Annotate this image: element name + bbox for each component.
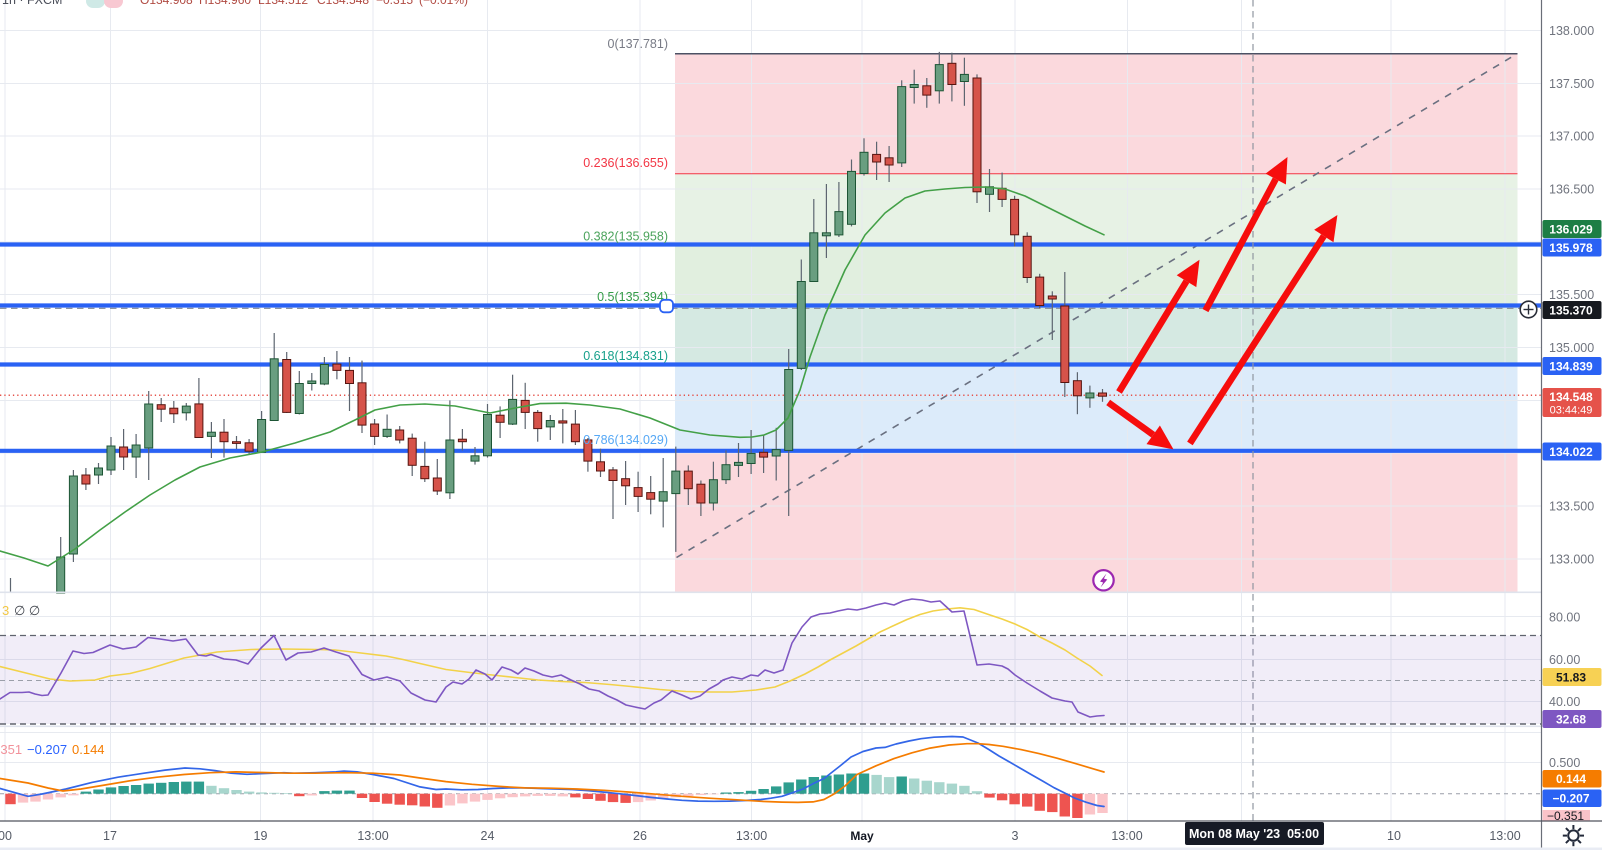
svg-text:136.029: 136.029 xyxy=(1549,223,1593,237)
svg-text:(−0.01%): (−0.01%) xyxy=(419,0,468,7)
svg-text:May: May xyxy=(850,829,874,843)
svg-text:26: 26 xyxy=(633,829,647,843)
svg-text:13:00: 13:00 xyxy=(357,829,388,843)
svg-text:0.5(135.394): 0.5(135.394) xyxy=(597,290,668,304)
svg-text:O134.908: O134.908 xyxy=(140,0,193,7)
svg-text:C134.548: C134.548 xyxy=(317,0,369,7)
svg-text:13:00: 13:00 xyxy=(1111,829,1142,843)
svg-text:H134.960: H134.960 xyxy=(199,0,251,7)
svg-text:03:44:49: 03:44:49 xyxy=(1550,405,1593,417)
svg-text:60.00: 60.00 xyxy=(1549,653,1580,667)
svg-text:−0.207: −0.207 xyxy=(27,742,67,757)
svg-text:17: 17 xyxy=(103,829,117,843)
svg-text:−0.315: −0.315 xyxy=(376,0,413,7)
svg-text:137.500: 137.500 xyxy=(1549,77,1594,91)
svg-text:137.000: 137.000 xyxy=(1549,130,1594,144)
svg-text:0.618(134.831): 0.618(134.831) xyxy=(583,349,668,363)
svg-text:136.500: 136.500 xyxy=(1549,183,1594,197)
svg-text:3: 3 xyxy=(1012,829,1019,843)
svg-text:80.00: 80.00 xyxy=(1549,611,1580,625)
svg-text:133.000: 133.000 xyxy=(1549,552,1594,566)
svg-text:135.000: 135.000 xyxy=(1549,341,1594,355)
svg-text:3: 3 xyxy=(2,603,9,618)
svg-text:0.144: 0.144 xyxy=(72,742,105,757)
svg-text:0.236(136.655): 0.236(136.655) xyxy=(583,156,668,170)
svg-text:Mon 08 May '23 05:00: Mon 08 May '23 05:00 xyxy=(1189,827,1319,841)
svg-text:0.382(135.958): 0.382(135.958) xyxy=(583,230,668,244)
svg-text:0.500: 0.500 xyxy=(1549,756,1580,770)
svg-text:135.500: 135.500 xyxy=(1549,288,1594,302)
svg-text:13:00: 13:00 xyxy=(1489,829,1520,843)
svg-text:134.839: 134.839 xyxy=(1549,360,1593,374)
svg-text:0(137.781): 0(137.781) xyxy=(608,37,668,51)
svg-text:135.978: 135.978 xyxy=(1549,241,1593,255)
svg-text:135.370: 135.370 xyxy=(1549,304,1593,318)
svg-text:19: 19 xyxy=(254,829,268,843)
svg-text:32.68: 32.68 xyxy=(1556,713,1586,727)
svg-text:0.144: 0.144 xyxy=(1556,772,1586,786)
svg-text:1h · FXCM: 1h · FXCM xyxy=(2,0,62,7)
svg-text:∅ ∅: ∅ ∅ xyxy=(14,603,40,618)
svg-text:134.022: 134.022 xyxy=(1549,445,1593,459)
svg-text:134.548: 134.548 xyxy=(1549,390,1593,404)
svg-text:−0.351: −0.351 xyxy=(1547,809,1584,823)
svg-text:L134.512: L134.512 xyxy=(258,0,308,7)
svg-text:0.786(134.029): 0.786(134.029) xyxy=(583,433,668,447)
svg-text:13:00: 13:00 xyxy=(736,829,767,843)
svg-text:24: 24 xyxy=(481,829,495,843)
svg-text:00: 00 xyxy=(0,829,12,843)
svg-text:−0.351: −0.351 xyxy=(0,742,22,757)
svg-text:10: 10 xyxy=(1387,829,1401,843)
svg-text:51.83: 51.83 xyxy=(1556,671,1586,685)
svg-text:138.000: 138.000 xyxy=(1549,24,1594,38)
svg-text:−0.207: −0.207 xyxy=(1552,792,1589,806)
svg-text:133.500: 133.500 xyxy=(1549,499,1594,513)
svg-text:40.00: 40.00 xyxy=(1549,695,1580,709)
